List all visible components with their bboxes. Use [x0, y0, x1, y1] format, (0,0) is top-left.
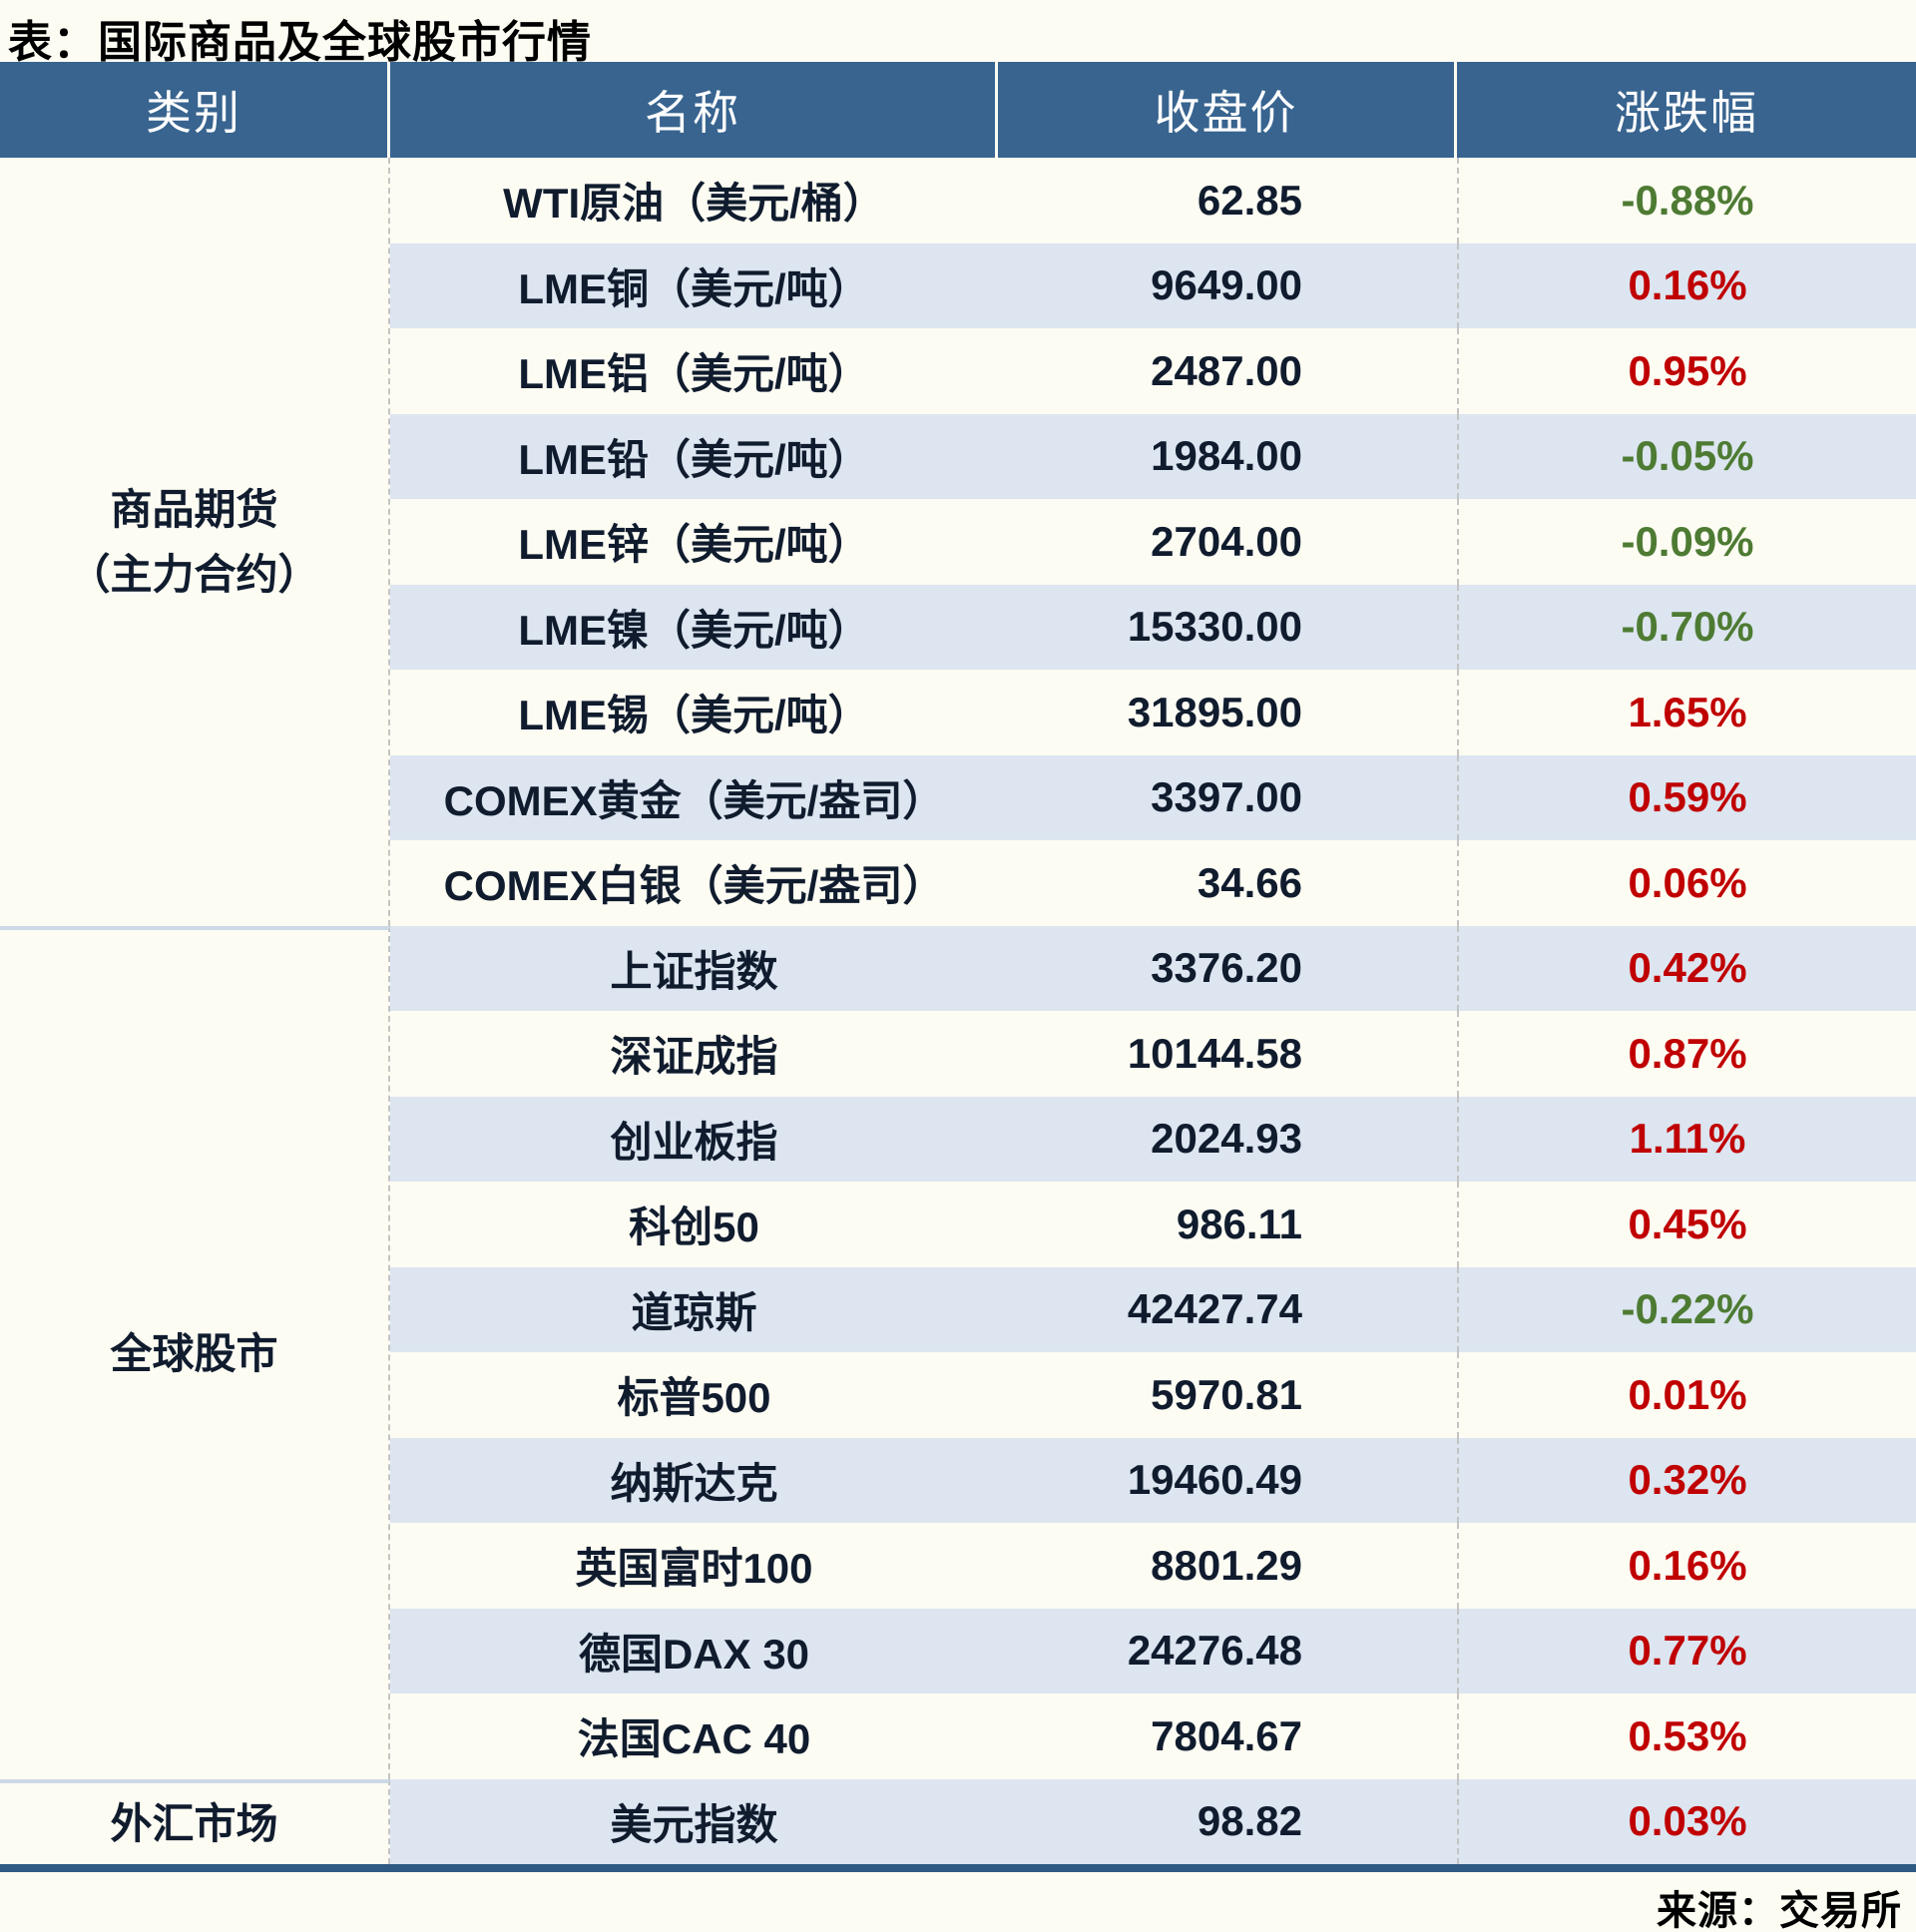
close-cell: 2024.93	[998, 1096, 1457, 1182]
close-cell: 2704.00	[1151, 517, 1302, 565]
category-line: 商品期货	[110, 485, 278, 533]
source-note: 来源：交易所	[1657, 1889, 1902, 1932]
change-cell: 0.32%	[1457, 1437, 1916, 1523]
table-header-row: 类别 名称 收盘价 涨跌幅	[0, 62, 1916, 158]
change-cell: 0.45%	[1457, 1182, 1916, 1267]
name-cell: 创业板指	[390, 1096, 998, 1182]
close-cell: 34.66	[1197, 858, 1302, 906]
market-table: 类别 名称 收盘价 涨跌幅 商品期货 （主力合约） WTI原油（美元/桶） 62.85…	[0, 62, 1916, 1872]
change-cell: 0.03%	[1457, 1778, 1916, 1864]
change-cell: 1.65%	[1457, 670, 1916, 755]
close-cell: 5970.81	[1151, 1370, 1302, 1418]
name-cell: LME铝（美元/吨）	[518, 350, 870, 398]
name-cell: LME锌（美元/吨）	[518, 521, 870, 569]
close-cell: 3376.20	[998, 925, 1457, 1011]
name-cell: 上证指数	[390, 925, 998, 1011]
close-cell: 62.85	[1197, 176, 1302, 224]
close-cell: 31895.00	[1127, 688, 1302, 735]
change-cell: 0.01%	[1457, 1352, 1916, 1438]
close-cell: 24276.48	[998, 1608, 1457, 1693]
category-line: （主力合约）	[68, 550, 320, 598]
change-cell: 0.16%	[1457, 1523, 1916, 1609]
change-cell: -0.70%	[1457, 584, 1916, 670]
change-cell: -0.05%	[1457, 413, 1916, 499]
change-cell: 0.95%	[1457, 328, 1916, 414]
table-body: 商品期货 （主力合约） WTI原油（美元/桶） 62.85 -0.88% LME铜（美元/…	[0, 158, 1916, 1864]
close-cell: 7804.67	[1151, 1711, 1302, 1759]
name-cell: COMEX白银（美元/盎司）	[443, 862, 945, 910]
name-cell: 科创50	[629, 1204, 759, 1251]
close-cell: 10144.58	[1127, 1029, 1302, 1077]
close-cell: 2487.00	[1151, 346, 1302, 394]
name-cell: LME铅（美元/吨）	[390, 413, 998, 499]
name-cell: COMEX黄金（美元/盎司）	[390, 754, 998, 840]
name-cell: WTI原油（美元/桶）	[503, 180, 885, 228]
page-title: 表：国际商品及全球股市行情	[8, 18, 592, 67]
name-cell: 英国富时100	[575, 1545, 813, 1593]
change-cell: -0.88%	[1457, 158, 1916, 243]
name-cell: 道琼斯	[390, 1266, 998, 1352]
name-cell: 标普500	[617, 1374, 771, 1422]
close-cell: 986.11	[1176, 1200, 1302, 1247]
close-cell: 98.82	[998, 1778, 1457, 1864]
close-cell: 8801.29	[1151, 1541, 1302, 1589]
close-cell: 9649.00	[998, 242, 1457, 328]
change-cell: 0.87%	[1457, 1011, 1916, 1097]
close-cell: 42427.74	[998, 1266, 1457, 1352]
column-header-change: 涨跌幅	[1615, 88, 1758, 139]
name-cell: 纳斯达克	[390, 1437, 998, 1523]
change-cell: 0.59%	[1457, 754, 1916, 840]
change-cell: -0.09%	[1457, 499, 1916, 585]
column-header-close: 收盘价	[998, 62, 1457, 158]
name-cell: LME镍（美元/吨）	[390, 584, 998, 670]
close-cell: 15330.00	[998, 584, 1457, 670]
change-cell: 0.06%	[1457, 840, 1916, 926]
close-cell: 19460.49	[998, 1437, 1457, 1523]
change-cell: 0.42%	[1457, 925, 1916, 1011]
name-cell: 德国DAX 30	[390, 1608, 998, 1693]
change-cell: 0.77%	[1457, 1608, 1916, 1693]
name-cell: LME锡（美元/吨）	[518, 692, 870, 739]
category-cell: 外汇市场	[0, 1778, 390, 1864]
category-line: 全球股市	[110, 1330, 278, 1378]
name-cell: LME铜（美元/吨）	[390, 242, 998, 328]
column-header-category: 类别	[0, 62, 390, 158]
category-cell: 商品期货 （主力合约）	[0, 158, 390, 926]
close-cell: 1984.00	[998, 413, 1457, 499]
close-cell: 3397.00	[998, 754, 1457, 840]
name-cell: 美元指数	[390, 1778, 998, 1864]
category-cell: 全球股市	[0, 925, 390, 1779]
change-cell: 0.53%	[1457, 1693, 1916, 1779]
change-cell: 0.16%	[1457, 242, 1916, 328]
name-cell: 深证成指	[610, 1033, 778, 1081]
name-cell: 法国CAC 40	[577, 1715, 811, 1763]
change-cell: 1.11%	[1457, 1096, 1916, 1182]
category-line: 外汇市场	[110, 1799, 278, 1847]
column-header-name: 名称	[390, 62, 998, 158]
change-cell: -0.22%	[1457, 1266, 1916, 1352]
